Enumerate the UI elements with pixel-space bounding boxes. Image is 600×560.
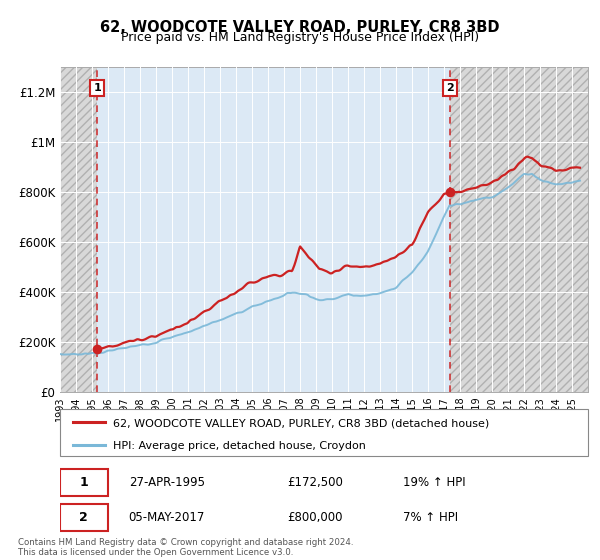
Text: Price paid vs. HM Land Registry's House Price Index (HPI): Price paid vs. HM Land Registry's House … <box>121 31 479 44</box>
Bar <box>449 67 588 392</box>
Text: 27-APR-1995: 27-APR-1995 <box>128 475 205 489</box>
Text: 62, WOODCOTE VALLEY ROAD, PURLEY, CR8 3BD: 62, WOODCOTE VALLEY ROAD, PURLEY, CR8 3B… <box>100 20 500 35</box>
Text: 2: 2 <box>446 83 454 94</box>
Text: Contains HM Land Registry data © Crown copyright and database right 2024.
This d: Contains HM Land Registry data © Crown c… <box>18 538 353 557</box>
FancyBboxPatch shape <box>60 504 107 531</box>
Text: 1: 1 <box>93 83 101 94</box>
Text: 62, WOODCOTE VALLEY ROAD, PURLEY, CR8 3BD (detached house): 62, WOODCOTE VALLEY ROAD, PURLEY, CR8 3B… <box>113 418 489 428</box>
Text: 2: 2 <box>79 511 88 524</box>
FancyBboxPatch shape <box>60 469 107 496</box>
Text: 05-MAY-2017: 05-MAY-2017 <box>128 511 205 524</box>
Text: 7% ↑ HPI: 7% ↑ HPI <box>403 511 458 524</box>
Text: £172,500: £172,500 <box>287 475 343 489</box>
FancyBboxPatch shape <box>60 409 588 456</box>
Text: 19% ↑ HPI: 19% ↑ HPI <box>403 475 466 489</box>
Text: 1: 1 <box>79 475 88 489</box>
Text: HPI: Average price, detached house, Croydon: HPI: Average price, detached house, Croy… <box>113 441 365 451</box>
Text: £800,000: £800,000 <box>287 511 343 524</box>
Bar <box>60 67 97 392</box>
